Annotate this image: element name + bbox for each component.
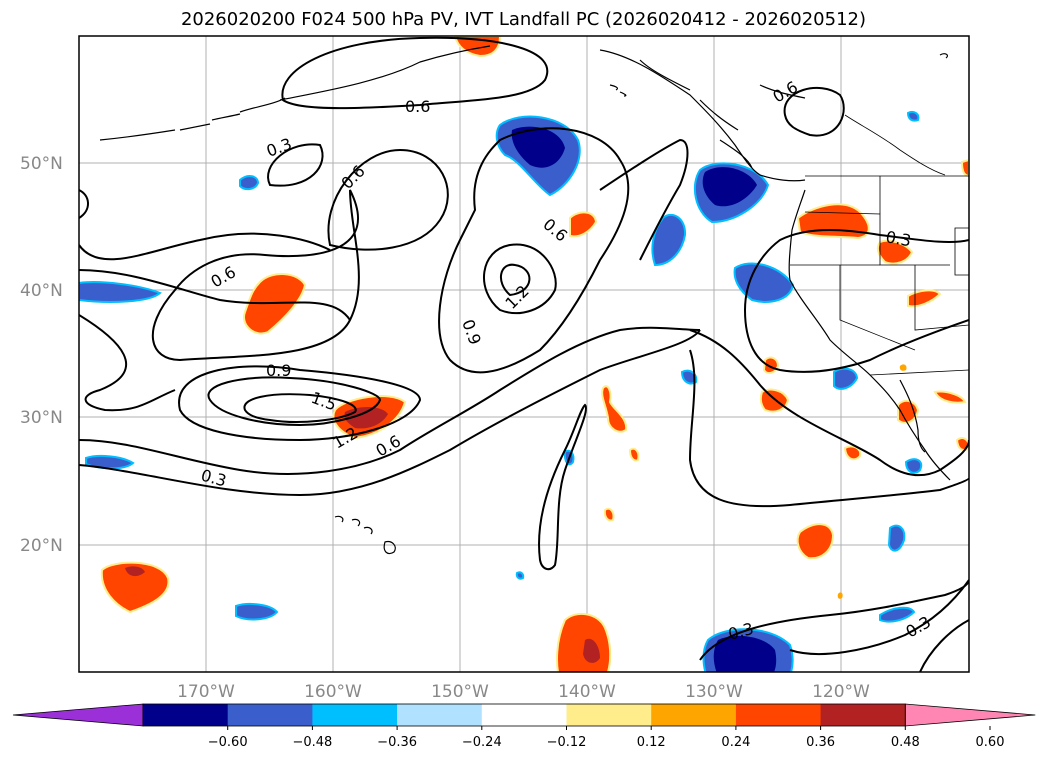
colorbar-tick-label: −0.36: [377, 735, 417, 750]
contour-label: 0.6: [405, 97, 430, 116]
colorbar-tick-label: −0.12: [547, 735, 587, 750]
lon-tick-label: 130°W: [685, 682, 743, 702]
colorbar-tick-label: −0.48: [292, 735, 332, 750]
colorbar-segment: [143, 704, 229, 726]
pv-contours: [79, 36, 969, 672]
colorbar-tick-label: −0.60: [208, 735, 248, 750]
colorbar-extend-high: [904, 703, 1036, 727]
lat-tick-label: 40°N: [20, 281, 63, 301]
contour-label: 0.9: [266, 361, 291, 380]
colorbar-segment: [820, 704, 906, 726]
map-title: 2026020200 F024 500 hPa PV, IVT Landfall…: [180, 9, 867, 30]
colorbar-segment: [227, 704, 313, 726]
colorbar-extend-low: [12, 703, 144, 727]
colorbar-segment: [312, 704, 398, 726]
lon-tick-label: 120°W: [812, 682, 870, 702]
colorbar-tick-label: 0.48: [891, 735, 920, 750]
political-borders: [790, 114, 969, 376]
colorbar-outline: [142, 703, 906, 727]
negative-anomaly-areas: [79, 110, 923, 672]
colorbar-tick-label: 0.24: [721, 735, 750, 750]
lat-tick-label: 30°N: [20, 408, 63, 428]
colorbar-tick-label: 0.60: [976, 735, 1005, 750]
lon-tick-label: 150°W: [431, 682, 489, 702]
longitude-labels: 170°W 160°W 150°W 140°W 130°W 120°W: [177, 682, 870, 702]
colorbar-tick-label: 0.36: [806, 735, 835, 750]
colorbar-segment: [566, 704, 652, 726]
lon-tick-label: 170°W: [177, 682, 235, 702]
lat-tick-label: 20°N: [20, 536, 63, 556]
colorbar-tick-label: 0.12: [637, 735, 666, 750]
lat-tick-label: 50°N: [20, 154, 63, 174]
colorbar-segment: [735, 704, 822, 726]
lon-tick-label: 160°W: [304, 682, 362, 702]
latitude-labels: 50°N 40°N 30°N 20°N: [20, 154, 63, 556]
colorbar: −0.60 −0.48 −0.36 −0.24 −0.12 0.12 0.24 0.36 0.4…: [12, 703, 1036, 750]
colorbar-segment: [481, 704, 567, 726]
colorbar-segment: [651, 704, 737, 726]
colorbar-tick-label: −0.24: [462, 735, 502, 750]
lon-tick-label: 140°W: [558, 682, 616, 702]
colorbar-segment: [397, 704, 483, 726]
map-frame: [78, 35, 970, 673]
contour-label: 0.3: [884, 227, 912, 250]
